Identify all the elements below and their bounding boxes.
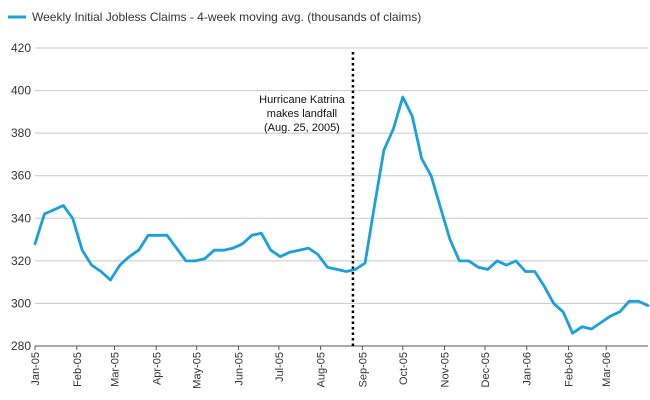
x-tick-label: Aug-05 [316,352,328,387]
annotation-label: (Aug. 25, 2005) [264,122,340,134]
annotation: Hurricane Katrina makes landfall (Aug. 25,… [259,52,355,346]
y-axis: 280 300 320 340 360 380 400 420 [11,41,31,353]
x-tick-label: Oct-05 [398,352,410,385]
x-axis: Jan-05 Feb-05 Mar-05 Apr-05 May-05 Jun-05 Jul-… [30,345,648,389]
y-tick-label: 400 [11,84,31,98]
series-line [33,95,650,335]
annotation-label: makes landfall [267,108,337,120]
y-tick-label: 380 [11,126,31,140]
x-tick-label: Jun-05 [233,352,245,386]
x-tick-label: Jul-05 [274,352,286,382]
x-tick-label: Jan-06 [522,352,534,386]
legend: Weekly Initial Jobless Claims - 4-week m… [8,10,421,24]
x-tick-label: Mar-06 [601,352,613,387]
x-tick-label: Mar-05 [109,352,121,387]
gridlines [35,47,648,304]
x-tick-label: Jan-05 [30,352,42,386]
y-tick-label: 340 [11,211,31,225]
y-tick-label: 420 [11,41,31,55]
x-tick-label: Apr-05 [151,352,163,385]
series-group [33,95,650,335]
y-tick-label: 280 [11,339,31,353]
x-tick-label: Feb-05 [72,352,84,387]
x-tick-label: Sep-05 [357,352,369,387]
annotation-label: Hurricane Katrina [259,94,345,106]
y-tick-label: 320 [11,254,31,268]
y-tick-label: 360 [11,169,31,183]
x-tick-label: Dec-05 [480,352,492,387]
x-tick-label: Feb-06 [564,352,576,387]
x-tick-label: May-05 [192,352,204,389]
x-tick-label: Nov-05 [440,352,452,387]
legend-label: Weekly Initial Jobless Claims - 4-week m… [32,10,421,24]
y-tick-label: 300 [11,296,31,310]
